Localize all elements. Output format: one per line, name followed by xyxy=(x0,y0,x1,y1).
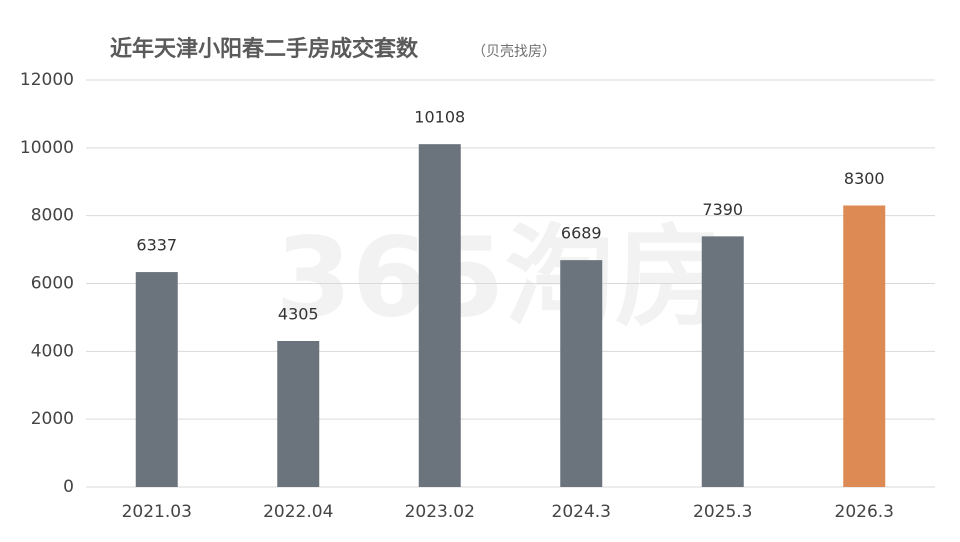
y-tick-label: 12000 xyxy=(20,70,74,90)
data-label: 7390 xyxy=(702,200,743,219)
x-tick-label: 2022.04 xyxy=(263,502,333,522)
bar xyxy=(135,272,178,487)
y-tick-label: 10000 xyxy=(20,138,74,158)
y-tick-label: 2000 xyxy=(31,409,74,429)
y-tick-label: 4000 xyxy=(31,341,74,361)
bar xyxy=(560,260,603,487)
data-label: 6689 xyxy=(561,224,602,243)
y-tick-label: 8000 xyxy=(31,206,74,226)
data-label: 10108 xyxy=(414,108,465,127)
data-label: 4305 xyxy=(278,304,319,323)
bar xyxy=(277,340,320,487)
bar xyxy=(701,236,744,487)
bar xyxy=(418,144,461,487)
x-tick-label: 2025.3 xyxy=(693,502,752,522)
y-tick-label: 6000 xyxy=(31,274,74,294)
x-tick-label: 2024.3 xyxy=(552,502,611,522)
y-tick-label: 0 xyxy=(63,477,74,497)
data-label: 6337 xyxy=(136,236,177,255)
bar xyxy=(843,205,886,487)
data-label: 8300 xyxy=(844,169,885,188)
x-tick-label: 2026.3 xyxy=(835,502,894,522)
x-tick-label: 2021.03 xyxy=(122,502,192,522)
x-tick-label: 2023.02 xyxy=(405,502,475,522)
chart-subtitle: （贝壳找房） xyxy=(472,43,556,60)
chart-title: 近年天津小阳春二手房成交套数 xyxy=(110,36,419,62)
watermark: 365淘房 xyxy=(275,213,725,341)
